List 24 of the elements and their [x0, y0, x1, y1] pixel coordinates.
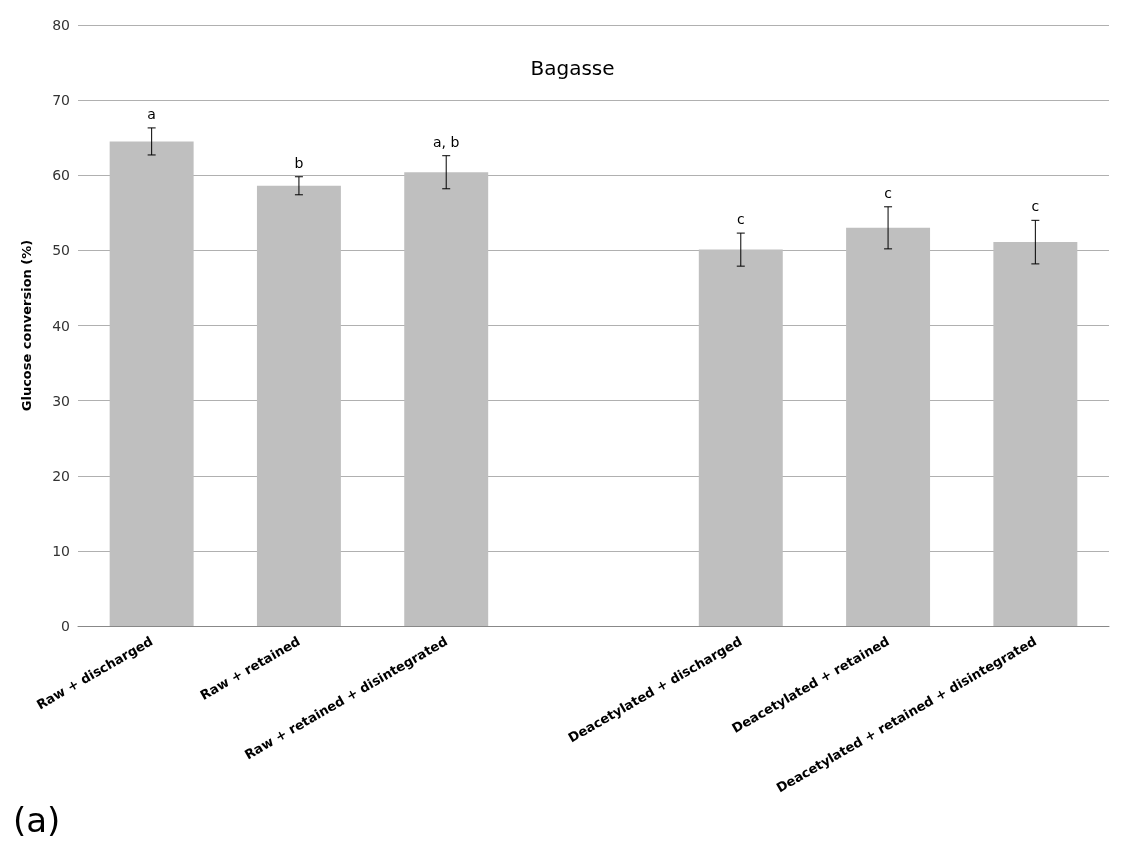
y-tick-label: 60	[52, 167, 70, 184]
text: Bagasse	[530, 56, 615, 80]
y-tick-label: 70	[52, 92, 70, 109]
annotation: c	[736, 211, 745, 228]
y-tick-label: 40	[52, 317, 70, 334]
y-tick-label: 30	[52, 392, 70, 409]
bar	[846, 227, 931, 626]
y-tick-label: 80	[52, 17, 70, 33]
y-tick-label: 20	[52, 467, 70, 484]
bar	[993, 242, 1078, 626]
bar	[109, 141, 194, 626]
bar	[698, 249, 783, 626]
text: (a)	[13, 800, 61, 840]
annotation: a, b	[433, 133, 460, 150]
annotation: a	[147, 105, 156, 122]
annotation: b	[294, 154, 304, 171]
y-axis-title: Glucose conversion (%)	[19, 239, 34, 412]
y-tick-label: 10	[52, 542, 70, 559]
annotation: c	[884, 184, 892, 201]
y-tick-label: 0	[61, 618, 70, 634]
bar	[404, 172, 489, 626]
annotation: c	[1031, 198, 1040, 215]
bar	[256, 185, 341, 626]
y-tick-label: 50	[52, 242, 70, 259]
